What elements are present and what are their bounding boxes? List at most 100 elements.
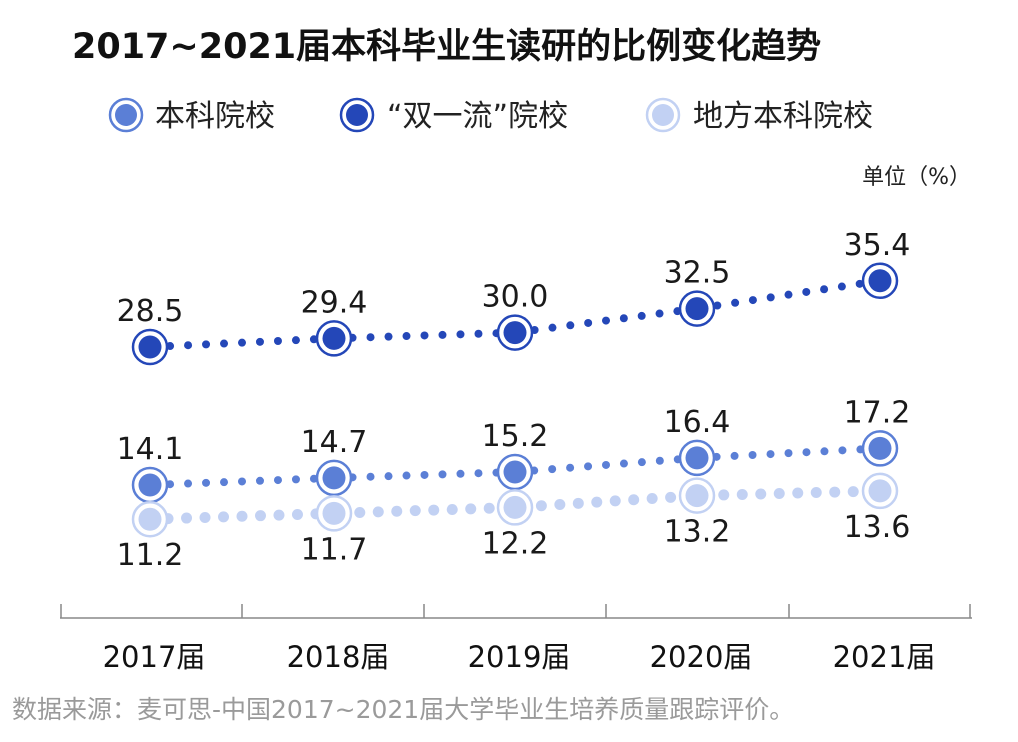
series-line-dot [218, 511, 230, 523]
x-axis: 2017届 2018届 2019届 2020届 2021届 [60, 604, 972, 674]
series-line-dot [731, 298, 740, 307]
series-line-dot [713, 301, 722, 310]
data-point [322, 326, 346, 350]
legend-entry: “双一流”院校 [387, 99, 568, 134]
series-line-dot [584, 462, 593, 471]
unit-label: 单位（%） [862, 165, 971, 190]
series-line-dot [456, 469, 465, 478]
series-line-dot [291, 336, 300, 345]
series-line-dot [254, 510, 266, 522]
series-line-dot [829, 486, 841, 498]
series-line-dot [184, 341, 193, 350]
series-line-dot [420, 470, 429, 479]
series-line-dot [655, 309, 664, 318]
series-line-dot [428, 504, 440, 516]
series-line-dot [402, 471, 411, 480]
series-line-dot [566, 321, 575, 330]
series-line-dot [602, 316, 610, 325]
series-line-dot [628, 494, 640, 506]
source-note: 数据来源：麦可思-中国2017~2021届大学毕业生培养质量跟踪评价。 [12, 695, 794, 724]
series-line-dot [847, 486, 859, 498]
data-label: 35.4 [844, 228, 911, 263]
legend-marker [115, 104, 137, 126]
series-line-dot [855, 279, 864, 288]
x-tick-label: 2017届 [103, 640, 206, 674]
series-line-dot [548, 323, 557, 332]
series-line-dot [220, 478, 229, 487]
x-tick-label: 2020届 [650, 640, 753, 674]
data-label: 30.0 [482, 280, 549, 315]
series-line-dot [438, 330, 447, 339]
series-line-dot [810, 487, 822, 499]
series-line-dot [474, 329, 483, 338]
series-line-dot [548, 465, 557, 474]
series-line-dot [181, 512, 193, 524]
series-line-dot [184, 479, 193, 488]
series-line-dot [273, 476, 282, 485]
series-line-dot [238, 338, 246, 347]
data-point [503, 460, 527, 484]
series-line-dot [446, 503, 458, 515]
series-line-dot [354, 506, 366, 518]
series-line-dot [456, 330, 465, 339]
series-line-dot [372, 506, 384, 518]
data-point [138, 507, 162, 531]
series-line-dot [730, 451, 739, 460]
series-line-dot [255, 476, 264, 485]
data-point [685, 297, 709, 321]
data-point [685, 446, 709, 470]
data-label: 16.4 [664, 405, 731, 440]
series-line-dot [609, 495, 621, 507]
series-line-dot [646, 493, 658, 505]
series-line-dot [748, 296, 757, 305]
chart-title: 2017~2021届本科毕业生读研的比例变化趋势 [72, 27, 821, 67]
series-line-dot [199, 511, 211, 523]
data-point [685, 484, 709, 508]
legend-entry: 地方本科院校 [693, 99, 873, 134]
data-point [868, 479, 892, 503]
series-line-dot [366, 472, 375, 481]
series-line-dot [420, 331, 429, 340]
data-label: 29.4 [301, 285, 368, 320]
series-line-dot [718, 489, 730, 501]
legend-marker [652, 104, 674, 126]
data-label: 11.7 [301, 532, 368, 567]
series-line-dot [755, 488, 767, 500]
series-line-dot [202, 478, 211, 487]
series-line-dot [655, 456, 664, 465]
series-line-dot [748, 450, 757, 459]
data-label: 12.2 [482, 526, 549, 561]
data-point [503, 321, 527, 345]
data-label: 15.2 [482, 419, 549, 454]
series-line-dot [566, 463, 575, 472]
series-line-dot [384, 472, 393, 481]
series-layer: 14.1 14.7 15.2 16.4 17.2 28.5 29.4 30.0 32.5 35.4… [117, 228, 911, 573]
data-label: 14.1 [117, 432, 184, 467]
legend-entry: 本科院校 [155, 99, 275, 134]
series-line-dot [474, 469, 483, 478]
data-point [322, 501, 346, 525]
data-label: 13.6 [844, 510, 911, 545]
series-line-dot [255, 337, 264, 346]
series-line-dot [602, 460, 610, 469]
series-line-dot [766, 293, 775, 302]
series-line-dot [535, 500, 547, 512]
series-line-dot [409, 505, 421, 517]
series-line-dot [637, 311, 646, 320]
data-point [868, 269, 892, 293]
series-line-dot [784, 290, 793, 299]
series-1: 28.5 29.4 30.0 32.5 35.4 [117, 228, 911, 366]
series-line-dot [465, 503, 477, 515]
data-point [138, 335, 162, 359]
series-line-dot [391, 505, 403, 517]
series-line-dot [619, 459, 628, 468]
series-line-dot [291, 475, 300, 484]
data-label: 13.2 [664, 515, 731, 550]
series-line-dot [554, 499, 566, 511]
data-label: 32.5 [664, 256, 731, 291]
data-label: 14.7 [301, 425, 368, 460]
data-label: 28.5 [117, 294, 184, 329]
series-line-dot [792, 487, 804, 499]
data-label: 17.2 [844, 395, 911, 430]
